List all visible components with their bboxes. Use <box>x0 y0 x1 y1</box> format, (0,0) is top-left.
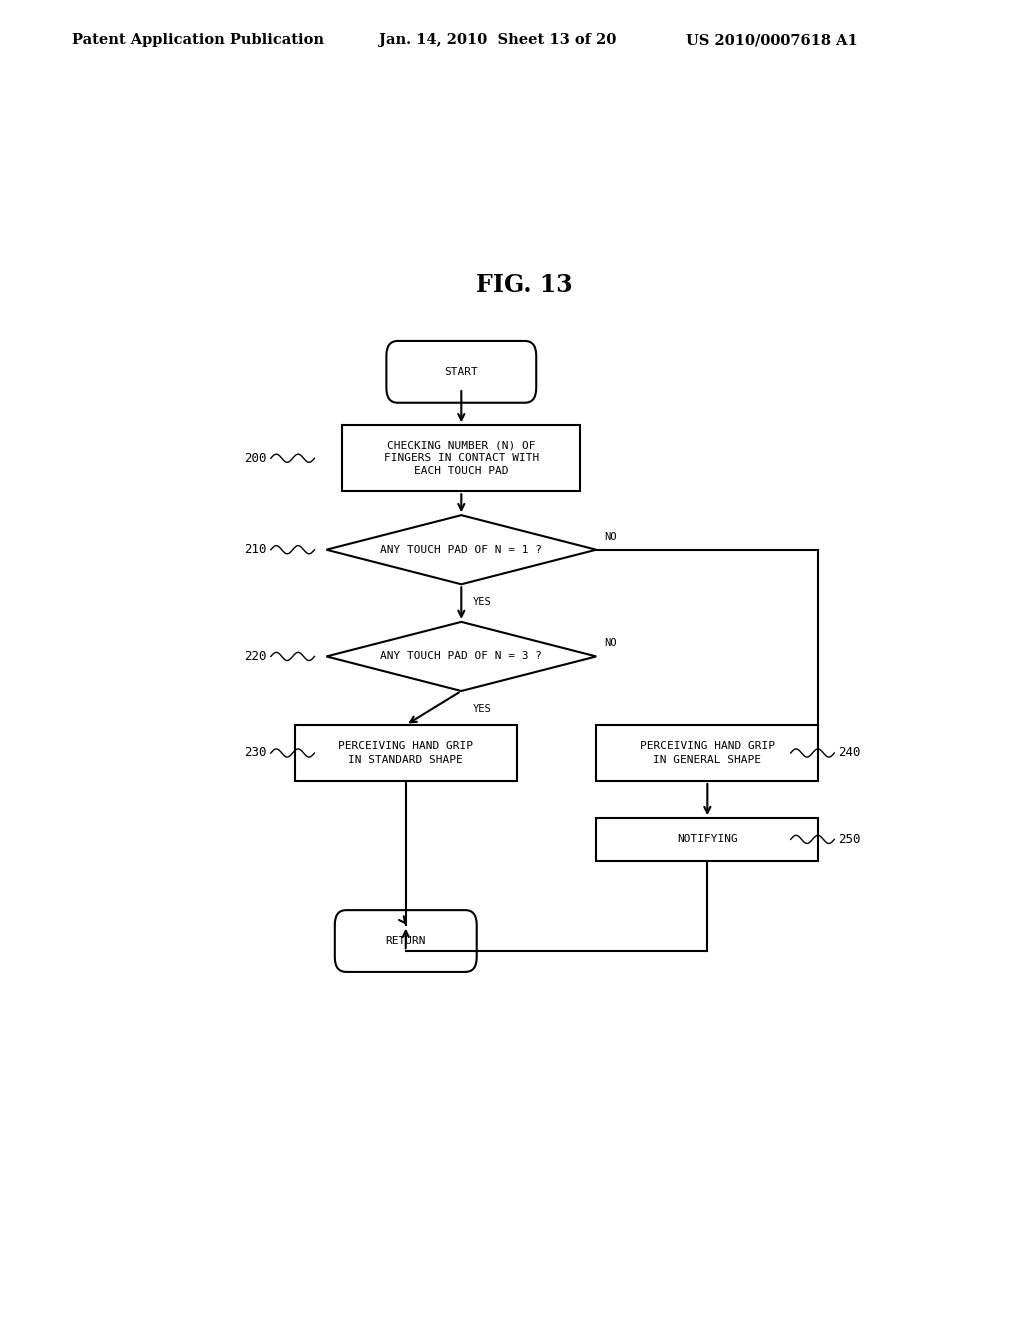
Text: NO: NO <box>604 639 616 648</box>
Polygon shape <box>327 622 596 690</box>
Text: 210: 210 <box>245 544 267 556</box>
FancyBboxPatch shape <box>386 341 537 403</box>
Bar <box>295 725 517 781</box>
Bar <box>596 725 818 781</box>
Text: FIG. 13: FIG. 13 <box>476 273 573 297</box>
Text: PERCEIVING HAND GRIP
IN GENERAL SHAPE: PERCEIVING HAND GRIP IN GENERAL SHAPE <box>640 742 775 764</box>
Text: ANY TOUCH PAD OF N = 1 ?: ANY TOUCH PAD OF N = 1 ? <box>380 545 543 554</box>
Text: 250: 250 <box>839 833 861 846</box>
Text: YES: YES <box>473 598 492 607</box>
Polygon shape <box>327 515 596 585</box>
Bar <box>342 425 581 491</box>
Bar <box>596 818 818 861</box>
Text: ANY TOUCH PAD OF N = 3 ?: ANY TOUCH PAD OF N = 3 ? <box>380 652 543 661</box>
Text: US 2010/0007618 A1: US 2010/0007618 A1 <box>686 33 858 48</box>
Text: START: START <box>444 367 478 376</box>
Text: PERCEIVING HAND GRIP
IN STANDARD SHAPE: PERCEIVING HAND GRIP IN STANDARD SHAPE <box>338 742 473 764</box>
Text: CHECKING NUMBER (N) OF
FINGERS IN CONTACT WITH
EACH TOUCH PAD: CHECKING NUMBER (N) OF FINGERS IN CONTAC… <box>384 440 539 477</box>
Text: 230: 230 <box>245 747 267 759</box>
Text: NO: NO <box>604 532 616 541</box>
Text: Patent Application Publication: Patent Application Publication <box>72 33 324 48</box>
Text: RETURN: RETURN <box>385 936 426 946</box>
Text: NOTIFYING: NOTIFYING <box>677 834 737 845</box>
Text: 220: 220 <box>245 649 267 663</box>
Text: 240: 240 <box>839 747 861 759</box>
Text: Jan. 14, 2010  Sheet 13 of 20: Jan. 14, 2010 Sheet 13 of 20 <box>379 33 616 48</box>
Text: 200: 200 <box>245 451 267 465</box>
FancyBboxPatch shape <box>335 909 477 972</box>
Text: YES: YES <box>473 704 492 714</box>
